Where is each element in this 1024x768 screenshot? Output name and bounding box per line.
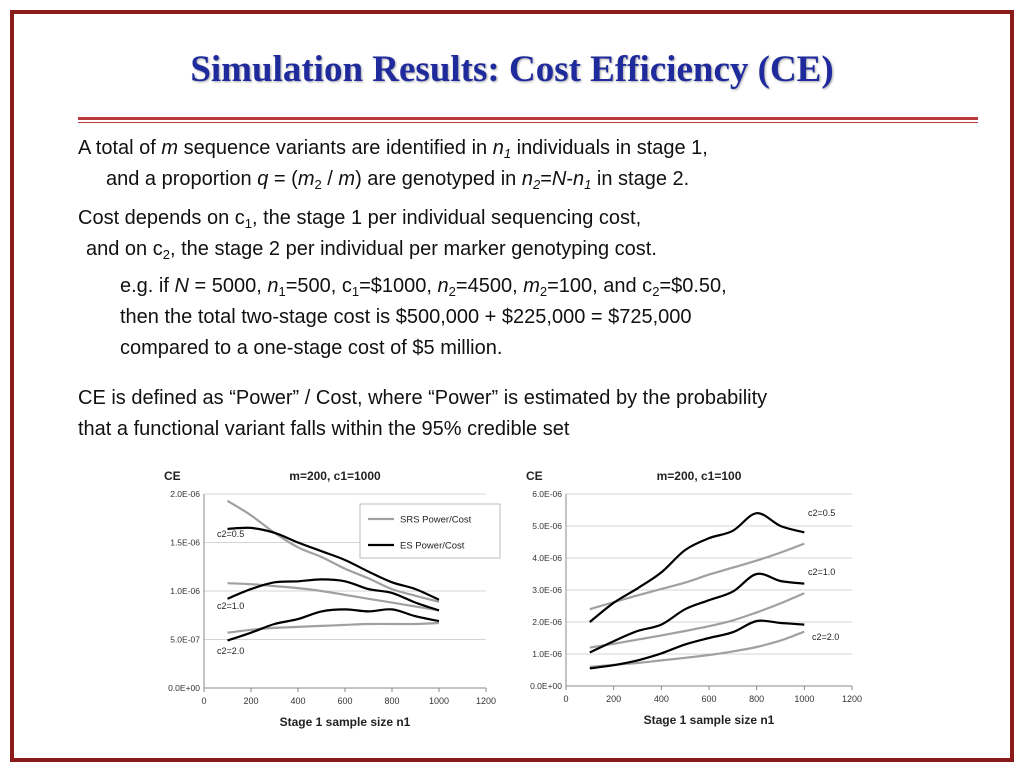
x-tick-label: 0 [563, 694, 568, 704]
series-line-es-220 [589, 619, 805, 670]
series-line-srs-210 [589, 592, 805, 649]
title-rule-thin [78, 122, 978, 123]
y-tick-label: 1.0E-06 [532, 649, 562, 659]
chart-left-svg: m=200, c1=1000 CE Stage 1 sample size n1 0.… [164, 469, 501, 729]
chart-title: m=200, c1=1000 [289, 469, 381, 483]
slide-frame [10, 10, 1014, 762]
series-line-es-205 [227, 526, 440, 601]
p3-line3: compared to a one-stage cost of $5 milli… [120, 337, 503, 359]
y-tick-label: 6.0E-06 [532, 489, 562, 499]
series-line-srs-220 [227, 621, 440, 634]
x-tick-label: 1000 [429, 696, 449, 706]
x-axis-label: Stage 1 sample size n1 [644, 713, 775, 727]
y-tick-label: 0.0E+00 [168, 683, 200, 693]
annotation-label: c2=1.0 [808, 567, 835, 577]
series-line-srs-205 [589, 542, 805, 611]
p4-line2: that a functional variant falls within t… [78, 418, 570, 440]
annotation-label: c2=1.0 [217, 601, 244, 611]
chart-left: m=200, c1=1000 CE Stage 1 sample size n1 0.… [150, 462, 510, 747]
y-tick-label: 5.0E-06 [532, 521, 562, 531]
x-tick-label: 0 [201, 696, 206, 706]
y-tick-label: 0.0E+00 [530, 681, 562, 691]
x-tick-label: 600 [337, 696, 352, 706]
annotation-label: c2=0.5 [217, 529, 244, 539]
x-tick-label: 600 [701, 694, 716, 704]
legend-label: ES Power/Cost [400, 541, 465, 552]
y-tick-label: 1.0E-06 [170, 586, 200, 596]
y-tick-label: 2.0E-06 [532, 617, 562, 627]
title-rule-thick [78, 117, 978, 120]
series-line-srs-205 [226, 499, 440, 603]
series-line-es-210 [589, 572, 805, 654]
legend-label: SRS Power/Cost [400, 515, 472, 526]
x-tick-label: 800 [384, 696, 399, 706]
x-tick-label: 1200 [842, 694, 862, 704]
p3-line1: e.g. if N = 5000, n1=500, c1=$1000, n2=4… [120, 275, 727, 299]
annotation-label: c2=2.0 [217, 646, 244, 656]
y-tick-label: 2.0E-06 [170, 489, 200, 499]
y-tick-label: 1.5E-06 [170, 538, 200, 548]
x-tick-label: 400 [654, 694, 669, 704]
annotation-label: c2=2.0 [812, 632, 839, 642]
series-line-es-220 [227, 608, 440, 642]
p4-line1: CE is defined as “Power” / Cost, where “… [78, 387, 768, 409]
p1-line1: A total of m sequence variants are ident… [78, 137, 708, 161]
chart-title: m=200, c1=100 [657, 469, 742, 483]
p2-line1: Cost depends on c1, the stage 1 per indi… [78, 207, 642, 231]
y-tick-label: 3.0E-06 [532, 585, 562, 595]
x-tick-label: 200 [243, 696, 258, 706]
annotation-label: c2=0.5 [808, 508, 835, 518]
slide-title: Simulation Results: Cost Efficiency (CE) [190, 49, 834, 90]
x-tick-label: 1000 [794, 694, 814, 704]
x-axis-label: Stage 1 sample size n1 [280, 715, 411, 729]
series-line-es-210 [227, 578, 440, 612]
x-tick-label: 200 [606, 694, 621, 704]
legend-box [359, 503, 501, 559]
y-axis-label: CE [526, 469, 543, 483]
p2-line2: and on c2, the stage 2 per individual pe… [86, 238, 657, 262]
y-tick-label: 5.0E-07 [170, 635, 200, 645]
p3-line2: then the total two-stage cost is $500,00… [120, 306, 692, 328]
x-tick-label: 1200 [476, 696, 496, 706]
x-tick-label: 800 [749, 694, 764, 704]
series-line-es-205 [589, 512, 805, 623]
y-tick-label: 4.0E-06 [532, 553, 562, 563]
x-tick-label: 400 [290, 696, 305, 706]
chart-right-svg: m=200, c1=100 CE Stage 1 sample size n1 0.0… [526, 469, 862, 727]
p1-line2: and a proportion q = (m2 / m) are genoty… [106, 168, 690, 192]
chart-right: m=200, c1=100 CE Stage 1 sample size n1 0.0… [512, 462, 872, 747]
y-axis-label: CE [164, 469, 181, 483]
